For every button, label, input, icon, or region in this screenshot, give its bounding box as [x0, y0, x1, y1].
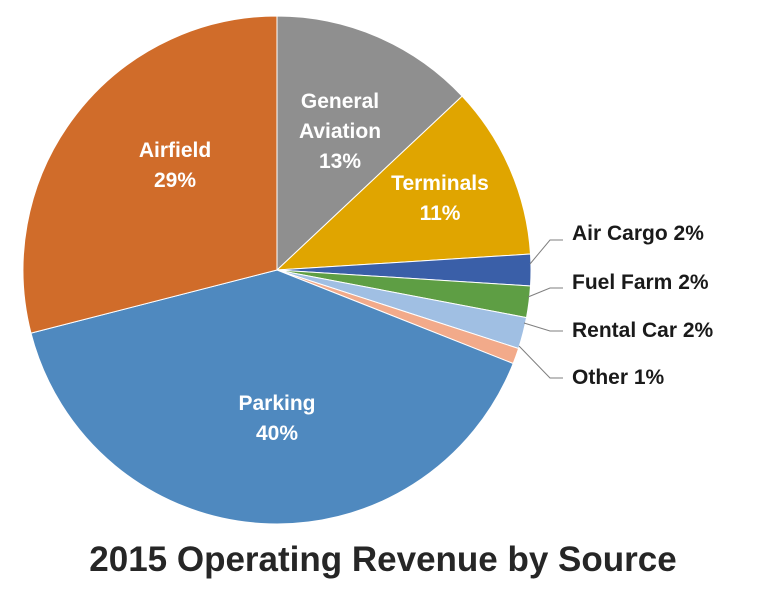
leader-line-fuel-farm: [527, 287, 563, 298]
slice-label-fuel-farm: Fuel Farm 2%: [572, 271, 709, 294]
pie-slice-airfield: [22, 15, 278, 334]
slice-label-air-cargo: Air Cargo 2%: [572, 222, 704, 245]
slice-label-general-aviation: General Aviation 13%: [299, 90, 381, 173]
leader-line-air-cargo: [529, 239, 563, 265]
chart-title: 2015 Operating Revenue by Source: [89, 540, 677, 579]
slice-label-airfield: Airfield 29%: [139, 139, 211, 192]
pie-slice-general-aviation: [276, 15, 463, 272]
leader-line-other: [518, 345, 563, 379]
slice-label-parking: Parking 40%: [238, 392, 315, 445]
slice-label-terminals: Terminals 11%: [391, 172, 489, 225]
pie-slice-terminals: [275, 95, 532, 271]
slice-label-other: Other 1%: [572, 366, 665, 389]
pie-chart: General Aviation 13%Terminals 11% Air Cargo …: [22, 15, 714, 525]
pie-slice-parking: [30, 269, 514, 525]
slice-label-rental-car: Rental Car 2%: [572, 319, 714, 342]
leader-line-rental-car: [523, 322, 563, 332]
